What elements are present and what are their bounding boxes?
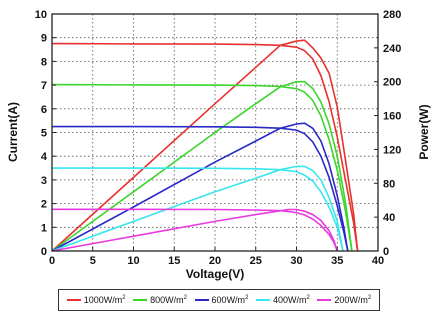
pv-curve-600 bbox=[51, 122, 349, 252]
y-left-tick-label: 3 bbox=[41, 175, 47, 187]
y-right-tick-label: 160 bbox=[383, 111, 401, 123]
iv-curve-800 bbox=[51, 83, 353, 252]
x-tick-label: 15 bbox=[168, 255, 180, 267]
legend-swatch bbox=[66, 299, 81, 301]
x-tick-label: 0 bbox=[49, 255, 55, 267]
legend-label: 200W/m2 bbox=[334, 295, 371, 305]
y-right-tick-label: 200 bbox=[383, 77, 401, 89]
legend: 1000W/m2 800W/m2 600W/m2 400W/m2 200W/m2 bbox=[58, 289, 380, 311]
legend-item: 400W/m2 bbox=[255, 295, 310, 305]
x-tick-label: 35 bbox=[331, 255, 343, 267]
y-left-tick-label: 6 bbox=[41, 104, 47, 116]
y-left-tick-label: 0 bbox=[41, 246, 47, 258]
iv-curve-600 bbox=[52, 125, 349, 252]
y-left-tick-label: 1 bbox=[41, 222, 47, 234]
y-left-tick-label: 10 bbox=[35, 9, 47, 21]
x-tick-label: 20 bbox=[209, 255, 221, 267]
pv-curve-800 bbox=[51, 80, 353, 252]
legend-swatch bbox=[317, 299, 332, 301]
legend-label-text: 800W/m bbox=[150, 295, 184, 305]
y-left-tick-label: 9 bbox=[41, 33, 47, 45]
iv-curve-1000 bbox=[51, 42, 359, 252]
legend-label-superscript: 2 bbox=[367, 295, 372, 301]
y-right-axis-ticks: 0 40 80 120 160 200 240 280 bbox=[374, 9, 401, 258]
y-left-tick-label: 7 bbox=[41, 80, 47, 92]
legend-label: 1000W/m2 bbox=[84, 295, 126, 305]
y-left-axis-ticks: 0 1 2 3 4 5 6 7 8 9 10 bbox=[35, 9, 56, 258]
y-right-tick-label: 80 bbox=[383, 178, 395, 190]
y-right-tick-label: 280 bbox=[383, 9, 401, 21]
y-right-tick-label: 0 bbox=[383, 246, 389, 258]
x-tick-label: 5 bbox=[90, 255, 96, 267]
legend-label: 400W/m2 bbox=[273, 295, 310, 305]
legend-label: 600W/m2 bbox=[212, 295, 249, 305]
legend-item: 800W/m2 bbox=[133, 295, 187, 305]
y-left-axis-title: Current(A) bbox=[6, 102, 20, 162]
x-axis-ticks: 0 5 10 15 20 25 30 35 40 bbox=[49, 247, 384, 267]
legend-label-superscript: 2 bbox=[245, 295, 249, 301]
x-tick-label: 25 bbox=[250, 255, 262, 267]
iv-curve-400 bbox=[52, 167, 344, 252]
y-right-tick-label: 40 bbox=[383, 212, 395, 224]
legend-label-text: 200W/m bbox=[334, 295, 368, 305]
x-tick-label: 40 bbox=[372, 255, 384, 267]
legend-item: 600W/m2 bbox=[194, 295, 249, 305]
legend-item: 1000W/m2 bbox=[66, 295, 126, 305]
x-tick-label: 10 bbox=[127, 255, 139, 267]
legend-label-text: 1000W/m bbox=[83, 295, 123, 305]
legend-label-text: 600W/m bbox=[211, 295, 246, 305]
legend-label: 800W/m2 bbox=[150, 295, 187, 305]
y-left-tick-label: 5 bbox=[41, 128, 47, 140]
pv-curve-1000 bbox=[51, 39, 359, 252]
legend-swatch bbox=[255, 299, 270, 301]
legend-label-superscript: 2 bbox=[306, 295, 310, 301]
pv-curve-400 bbox=[51, 165, 344, 252]
legend-swatch bbox=[194, 299, 209, 301]
legend-swatch bbox=[133, 299, 148, 301]
x-tick-label: 30 bbox=[290, 255, 302, 267]
curves bbox=[51, 39, 359, 252]
y-right-tick-label: 240 bbox=[383, 43, 401, 55]
iv-curve-200 bbox=[52, 208, 339, 252]
y-left-tick-label: 8 bbox=[41, 56, 47, 68]
legend-label-superscript: 2 bbox=[122, 295, 126, 301]
pv-curve-200 bbox=[51, 208, 339, 252]
legend-item: 200W/m2 bbox=[317, 295, 371, 305]
legend-label-text: 400W/m bbox=[272, 295, 307, 305]
legend-label-superscript: 2 bbox=[183, 295, 188, 301]
y-right-axis-title: Power(W) bbox=[417, 104, 431, 159]
y-left-tick-label: 2 bbox=[41, 199, 47, 211]
y-left-tick-label: 4 bbox=[41, 151, 48, 163]
y-right-tick-label: 120 bbox=[383, 144, 401, 156]
x-axis-title: Voltage(V) bbox=[186, 267, 244, 281]
